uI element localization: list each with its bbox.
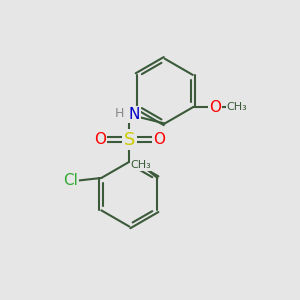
Text: CH₃: CH₃	[131, 160, 152, 170]
Text: H: H	[114, 107, 124, 120]
Text: CH₃: CH₃	[226, 102, 247, 112]
Text: Cl: Cl	[63, 173, 78, 188]
Text: O: O	[153, 132, 165, 147]
Text: N: N	[128, 107, 140, 122]
Text: O: O	[94, 132, 106, 147]
Text: O: O	[209, 100, 221, 115]
Text: S: S	[124, 131, 135, 149]
